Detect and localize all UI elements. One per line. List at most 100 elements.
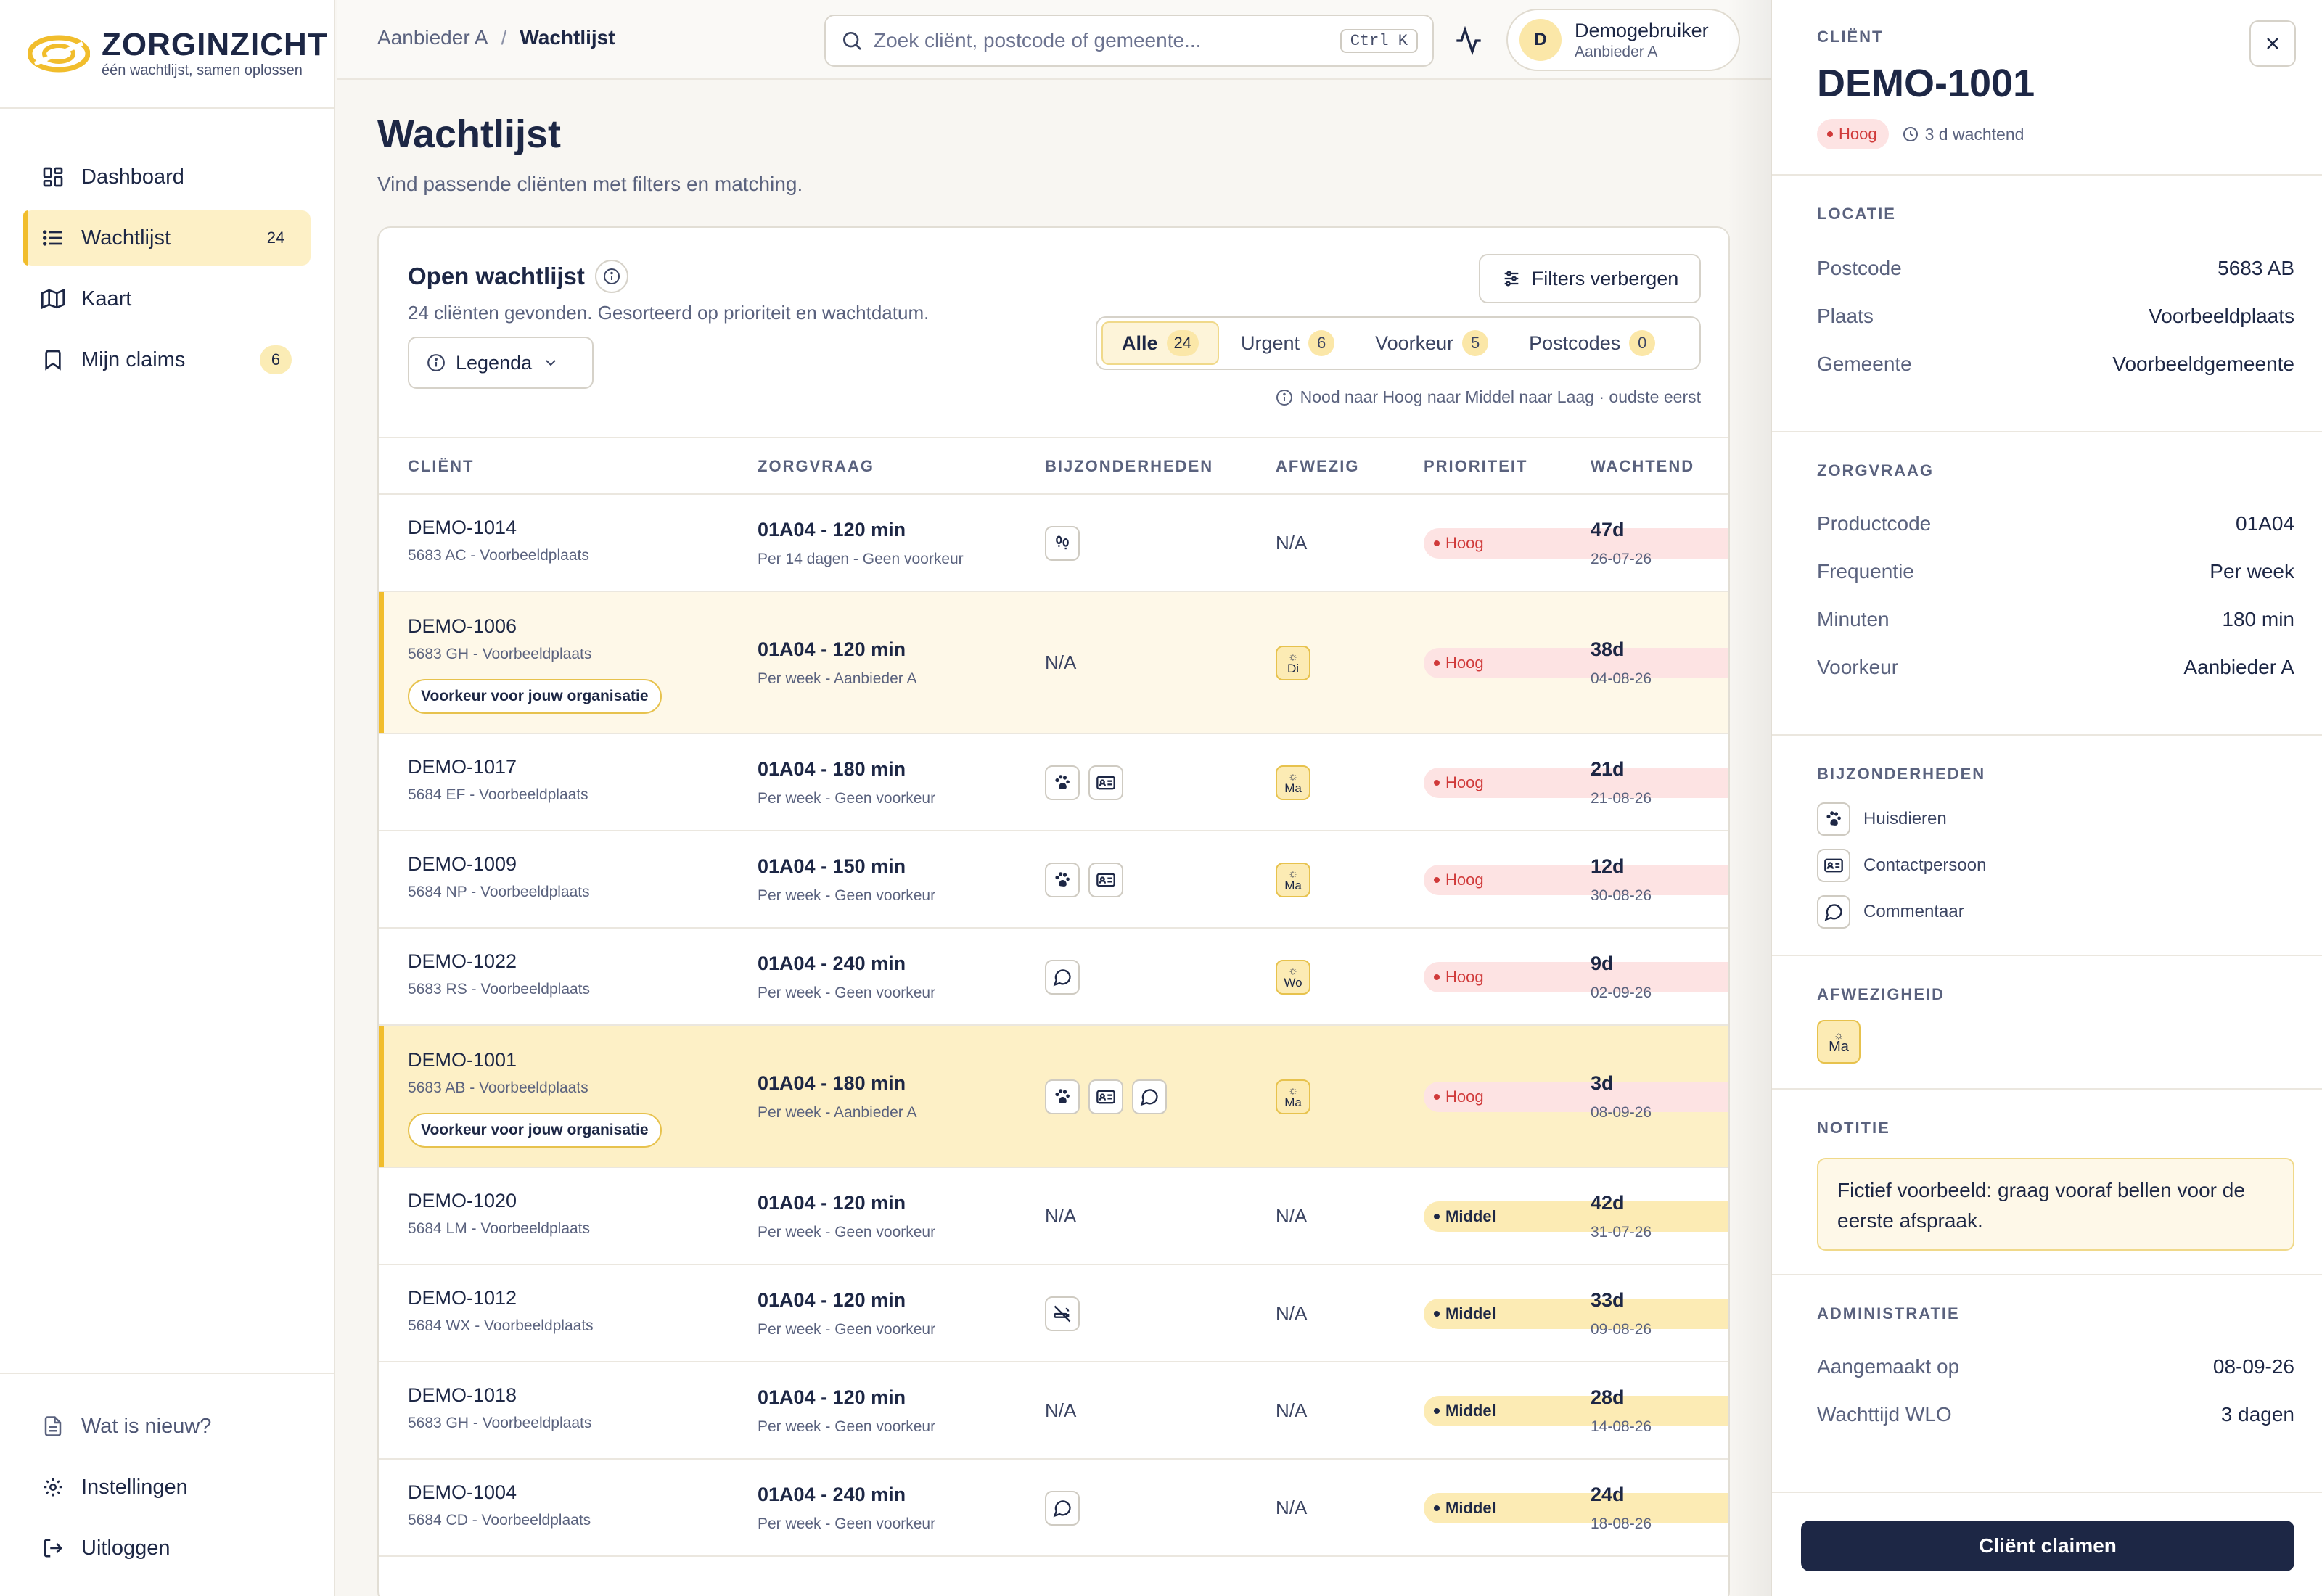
logo[interactable]: ZORGINZICHT één wachtlijst, samen oploss… — [0, 0, 334, 109]
nav-count-badge: 24 — [266, 229, 285, 247]
sidebar: ZORGINZICHT één wachtlijst, samen oploss… — [0, 0, 335, 1596]
column-header-wachtend[interactable]: WACHTEND — [1591, 457, 1695, 475]
user-org: Aanbieder A — [1575, 43, 1658, 60]
nav-item-uitloggen[interactable]: Uitloggen — [23, 1518, 311, 1579]
segment-postcodes[interactable]: Postcodes 0 — [1510, 321, 1674, 365]
card-title-text: Open wachtlijst — [408, 263, 585, 289]
table-row[interactable]: DEMO-1009 5684 NP - Voorbeeldplaats 01A04 … — [379, 831, 1728, 929]
detail-value: 08-09-26 — [2212, 1355, 2294, 1378]
nav-label: Instellingen — [81, 1475, 188, 1499]
bookmark-icon — [41, 347, 65, 372]
feature-contactpersoon: Contactpersoon — [1817, 849, 1986, 882]
table-row[interactable]: DEMO-1022 5683 RS - Voorbeeldplaats 01A04 … — [379, 929, 1728, 1026]
zorgvraag-detail: Per week - Geen voorkeur — [758, 1515, 936, 1532]
segment-urgent[interactable]: Urgent 6 — [1222, 321, 1353, 365]
sliders-icon — [1504, 271, 1519, 287]
footprints-icon[interactable] — [1045, 526, 1080, 561]
client-id: DEMO-1020 — [408, 1190, 517, 1212]
detail-section-administratie: ADMINISTRATIE Aangemaakt op 08-09-26 Wach… — [1772, 1275, 2322, 1493]
wait-days: 24d — [1591, 1484, 1625, 1505]
table-row[interactable]: DEMO-1004 5684 CD - Voorbeeldplaats 01A04 … — [379, 1460, 1728, 1557]
toggle-filters-button[interactable]: Filters verbergen — [1479, 254, 1701, 303]
paw-icon[interactable] — [1045, 863, 1080, 897]
absence-day: Ma — [1284, 1095, 1302, 1109]
column-header-bijzonderheden[interactable]: BIJZONDERHEDEN — [1045, 457, 1214, 475]
wait-days: 9d — [1591, 953, 1614, 974]
comment-icon[interactable] — [1045, 960, 1080, 995]
user-menu[interactable]: D Demogebruiker Aanbieder A — [1506, 9, 1740, 71]
table-row[interactable]: DEMO-1012 5684 WX - Voorbeeldplaats 01A04 … — [379, 1265, 1728, 1362]
brand-tagline: één wachtlijst, samen oplossen — [102, 62, 303, 78]
nav-item-instellingen[interactable]: Instellingen — [23, 1457, 311, 1518]
segment-voorkeur[interactable]: Voorkeur 5 — [1356, 321, 1507, 365]
priority-badge: Hoog — [1424, 865, 1728, 895]
sidebar-footer: Wat is nieuw? Instellingen Uitloggen — [0, 1373, 334, 1596]
detail-key: Frequentie — [1817, 560, 1914, 583]
zorgvraag-detail: Per week - Geen voorkeur — [758, 984, 936, 1001]
client-id: DEMO-1009 — [408, 853, 517, 875]
wait-days: 33d — [1591, 1289, 1625, 1311]
legend-label: Legenda — [456, 351, 533, 374]
comment-icon[interactable] — [1132, 1079, 1167, 1114]
table-row[interactable]: DEMO-1020 5684 LM - Voorbeeldplaats 01A04 … — [379, 1168, 1728, 1265]
column-header-afwezig[interactable]: AFWEZIG — [1276, 457, 1360, 475]
info-icon — [427, 354, 445, 371]
claim-client-button[interactable]: Cliënt claimen — [1801, 1521, 2294, 1571]
column-header-zorgvraag[interactable]: ZORGVRAAG — [758, 457, 874, 475]
column-header-prioriteit[interactable]: PRIORITEIT — [1424, 457, 1528, 475]
wait-indicator: 3 d wachtend — [1902, 125, 2024, 144]
section-label: AFWEZIGHEID — [1817, 985, 1945, 1003]
zorgvraag-code: 01A04 - 240 min — [758, 953, 906, 974]
nav-item-wat-is-nieuw[interactable]: Wat is nieuw? — [23, 1396, 311, 1457]
column-header-client[interactable]: CLIËNT — [408, 457, 475, 475]
wait-date: 14-08-26 — [1591, 1418, 1652, 1435]
breadcrumb-item[interactable]: Aanbieder A — [377, 26, 488, 49]
sort-note-text: Nood naar Hoog naar Middel naar Laag · o… — [1300, 387, 1701, 406]
absence-day: Di — [1287, 662, 1300, 675]
panel-shadow — [1727, 0, 1771, 1596]
features-na: N/A — [1045, 1205, 1077, 1227]
comment-icon[interactable] — [1045, 1491, 1080, 1526]
toggle-filters-label: Filters verbergen — [1531, 267, 1679, 289]
absence-badge: ☼ Ma — [1276, 765, 1310, 800]
contact-card-icon[interactable] — [1088, 863, 1123, 897]
detail-key: Gemeente — [1817, 353, 1912, 375]
no-smoking-icon[interactable] — [1045, 1296, 1080, 1331]
absence-badge: ☼ Ma — [1817, 1020, 1861, 1064]
table-row[interactable]: DEMO-1014 5683 AC - Voorbeeldplaats 01A04 … — [379, 495, 1728, 592]
table-row[interactable]: DEMO-1001 5683 AB - Voorbeeldplaats Voorke… — [379, 1026, 1728, 1168]
sun-icon: ☼ — [1288, 965, 1298, 977]
detail-label: CLIËNT — [1817, 28, 1884, 46]
nav-item-wachtlijst[interactable]: Wachtlijst 24 — [23, 210, 311, 266]
paw-icon[interactable] — [1045, 1079, 1080, 1114]
zorgvraag-code: 01A04 - 120 min — [758, 1192, 906, 1214]
nav-item-mijn-claims[interactable]: Mijn claims 6 — [23, 332, 311, 387]
contact-card-icon[interactable] — [1088, 1079, 1123, 1114]
nav-item-dashboard[interactable]: Dashboard — [23, 149, 311, 205]
client-id: DEMO-1012 — [408, 1287, 517, 1309]
client-location: 5684 WX - Voorbeeldplaats — [408, 1317, 594, 1334]
detail-row-postcode: Postcode 5683 AB — [1817, 257, 2294, 280]
segment-alle[interactable]: Alle 24 — [1101, 321, 1220, 365]
priority-badge: Middel — [1424, 1201, 1728, 1232]
contact-card-icon[interactable] — [1088, 765, 1123, 800]
user-name: Demogebruiker — [1575, 19, 1709, 41]
paw-icon[interactable] — [1045, 765, 1080, 800]
close-button[interactable] — [2249, 20, 2296, 67]
info-icon[interactable] — [594, 260, 628, 293]
zorgvraag-code: 01A04 - 120 min — [758, 638, 906, 660]
client-id: DEMO-1017 — [408, 756, 517, 778]
table-row[interactable]: DEMO-1018 5683 GH - Voorbeeldplaats 01A04 … — [379, 1362, 1728, 1460]
table-row[interactable] — [379, 1557, 1728, 1596]
detail-section-zorgvraag: ZORGVRAAG Productcode 01A04 Frequentie Per… — [1772, 432, 2322, 736]
wait-days: 28d — [1591, 1386, 1625, 1408]
search-box[interactable]: Ctrl K — [824, 15, 1434, 67]
activity-icon[interactable] — [1454, 26, 1483, 55]
features-na: N/A — [1045, 1399, 1077, 1421]
search-input[interactable] — [874, 29, 1340, 52]
table-row[interactable]: DEMO-1017 5684 EF - Voorbeeldplaats 01A04 … — [379, 734, 1728, 831]
nav-item-kaart[interactable]: Kaart — [23, 271, 311, 326]
section-label: ADMINISTRATIE — [1817, 1304, 1960, 1323]
table-row[interactable]: DEMO-1006 5683 GH - Voorbeeldplaats Voorke… — [379, 592, 1728, 734]
legend-dropdown[interactable]: Legenda — [408, 337, 594, 389]
